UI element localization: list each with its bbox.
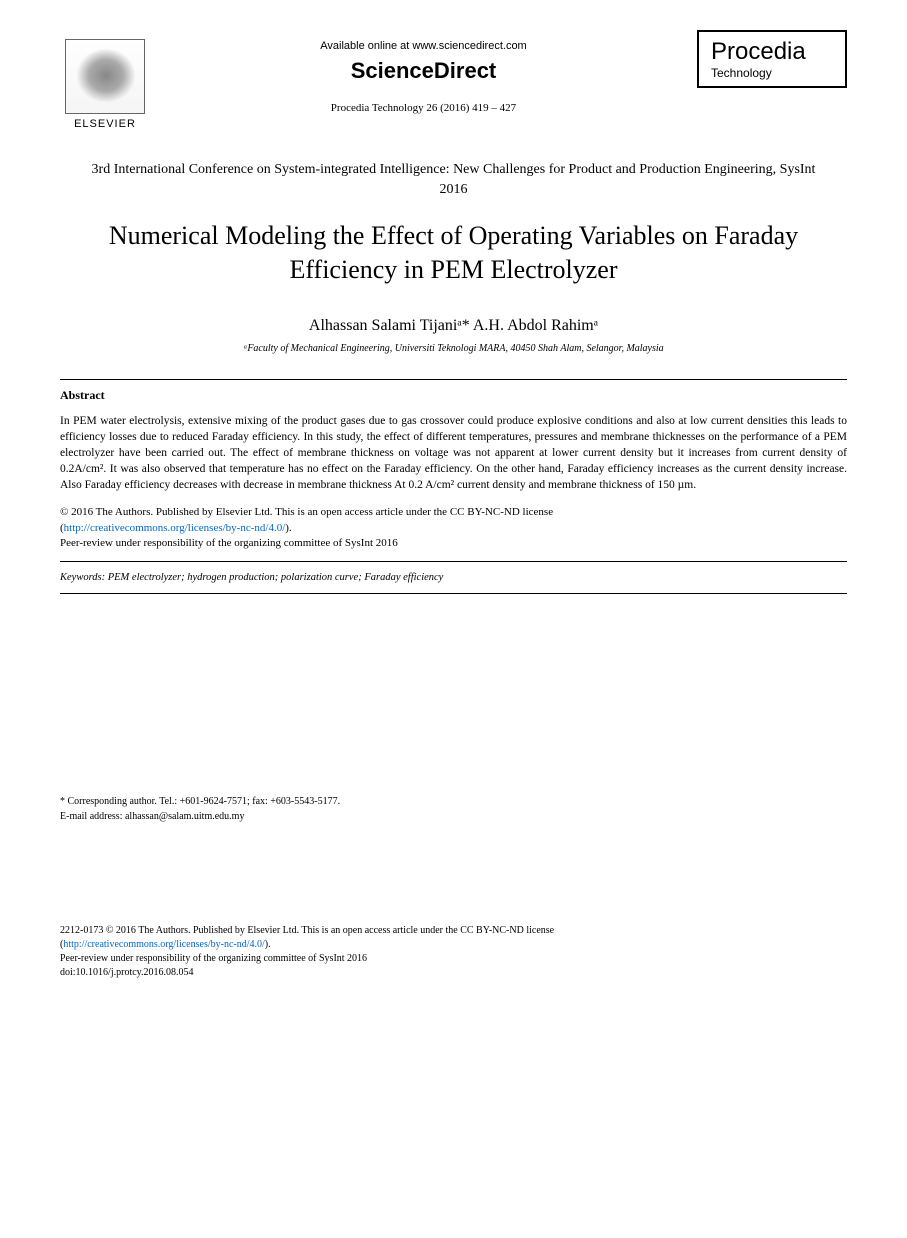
elsevier-logo: ELSEVIER bbox=[60, 30, 150, 130]
footer-issn: 2212-0173 © 2016 The Authors. Published … bbox=[60, 925, 554, 936]
keywords-text: PEM electrolyzer; hydrogen production; p… bbox=[105, 572, 443, 583]
abstract-text: In PEM water electrolysis, extensive mix… bbox=[60, 413, 847, 493]
procedia-subtitle: Technology bbox=[711, 66, 833, 80]
keywords-label: Keywords: bbox=[60, 572, 105, 583]
footer-license-link[interactable]: http://creativecommons.org/licenses/by-n… bbox=[63, 939, 264, 950]
abstract-heading: Abstract bbox=[60, 388, 847, 403]
affiliation: ᵃFaculty of Mechanical Engineering, Univ… bbox=[60, 343, 847, 354]
keywords-line: Keywords: PEM electrolyzer; hydrogen pro… bbox=[60, 572, 847, 583]
header-row: ELSEVIER Available online at www.science… bbox=[60, 30, 847, 130]
available-online-text: Available online at www.sciencedirect.co… bbox=[170, 40, 677, 52]
copyright-block: © 2016 The Authors. Published by Elsevie… bbox=[60, 505, 847, 551]
license-link[interactable]: http://creativecommons.org/licenses/by-n… bbox=[64, 522, 286, 534]
procedia-title: Procedia bbox=[711, 38, 833, 66]
center-header: Available online at www.sciencedirect.co… bbox=[150, 30, 697, 114]
divider-mid bbox=[60, 561, 847, 562]
footer-peer: Peer-review under responsibility of the … bbox=[60, 953, 367, 964]
elsevier-label: ELSEVIER bbox=[74, 118, 136, 130]
divider-bottom bbox=[60, 593, 847, 594]
journal-info: Procedia Technology 26 (2016) 419 – 427 bbox=[170, 102, 677, 114]
divider-top bbox=[60, 379, 847, 380]
procedia-box: Procedia Technology bbox=[697, 30, 847, 88]
corresponding-line1: * Corresponding author. Tel.: +601-9624-… bbox=[60, 794, 847, 809]
footer-block: 2212-0173 © 2016 The Authors. Published … bbox=[60, 924, 847, 980]
sciencedirect-logo: ScienceDirect bbox=[170, 58, 677, 84]
footer-doi: doi:10.1016/j.protcy.2016.08.054 bbox=[60, 967, 194, 978]
peer-review-line: Peer-review under responsibility of the … bbox=[60, 537, 398, 549]
conference-name: 3rd International Conference on System-i… bbox=[80, 160, 827, 199]
paper-title: Numerical Modeling the Effect of Operati… bbox=[80, 219, 827, 287]
elsevier-tree-icon bbox=[65, 39, 145, 114]
corresponding-author: * Corresponding author. Tel.: +601-9624-… bbox=[60, 794, 847, 824]
authors: Alhassan Salami Tijaniᵃ* A.H. Abdol Rahi… bbox=[60, 317, 847, 335]
corresponding-line2: E-mail address: alhassan@salam.uitm.edu.… bbox=[60, 809, 847, 824]
copyright-line1: © 2016 The Authors. Published by Elsevie… bbox=[60, 506, 553, 518]
